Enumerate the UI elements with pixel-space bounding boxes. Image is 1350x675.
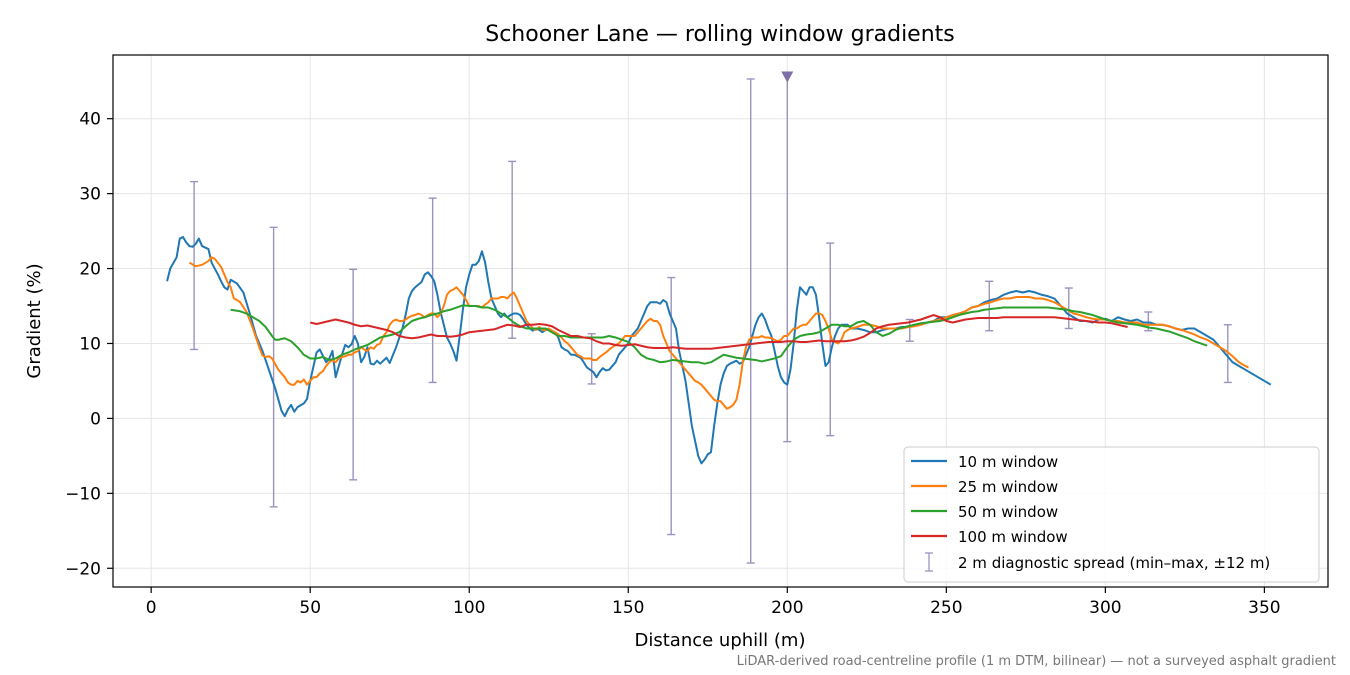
legend-swatch-errorbar	[925, 552, 933, 572]
error-bar	[349, 268, 358, 481]
x-axis-title: Distance uphill (m)	[635, 630, 806, 651]
x-tick-label: 0	[146, 598, 157, 618]
error-bar	[269, 226, 278, 508]
series-lines	[166, 236, 1272, 465]
error-bar	[428, 197, 437, 384]
error-bars	[190, 77, 1232, 564]
legend-label-100m: 100 m window	[958, 528, 1068, 546]
x-tick-label: 300	[1089, 598, 1121, 618]
y-axis-title: Gradient (%)	[24, 263, 45, 378]
y-tick-label: −20	[65, 559, 101, 579]
plot-frame	[112, 54, 1329, 588]
legend-label-25m: 25 m window	[958, 478, 1058, 496]
error-bar	[508, 160, 517, 339]
x-tick-label: 200	[771, 598, 803, 618]
x-tick-label: 50	[299, 598, 321, 618]
x-tick-label: 150	[612, 598, 644, 618]
y-tick-label: 0	[90, 409, 101, 429]
legend-label-10m: 10 m window	[958, 453, 1058, 471]
y-tick-label: 40	[79, 110, 101, 130]
x-tick-label: 350	[1248, 598, 1280, 618]
series-line-25-m-window	[188, 256, 1249, 410]
chart-title: Schooner Lane — rolling window gradients	[485, 22, 955, 47]
error-bar	[1223, 324, 1232, 384]
error-bar	[826, 242, 835, 437]
series-line-50-m-window	[230, 304, 1208, 365]
x-tick-label: 100	[453, 598, 485, 618]
y-tick-label: 20	[79, 260, 101, 280]
legend-label-errorbar: 2 m diagnostic spread (min–max, ±12 m)	[958, 554, 1270, 572]
series-line-10-m-window	[166, 236, 1272, 465]
error-bar	[985, 280, 994, 332]
y-tick-label: 10	[79, 334, 101, 354]
y-tick-label: −10	[65, 484, 101, 504]
error-bar	[746, 78, 755, 564]
clip-markers	[781, 71, 794, 83]
legend-label-50m: 50 m window	[958, 503, 1058, 521]
axis-ticks: 0 50 100 150 200 250 300 350 −20 −10 0 10 20 30 40	[65, 110, 1281, 618]
legend-box	[903, 446, 1320, 583]
y-tick-label: 30	[79, 185, 101, 205]
error-bar	[1064, 287, 1073, 330]
clipped-marker	[781, 71, 794, 83]
error-bar	[667, 276, 676, 536]
x-tick-label: 250	[930, 598, 962, 618]
series-line-100-m-window	[309, 314, 1128, 350]
legend: 10 m window 25 m window 50 m window 100 …	[903, 446, 1320, 583]
caption: LiDAR-derived road-centreline profile (1…	[737, 654, 1336, 669]
